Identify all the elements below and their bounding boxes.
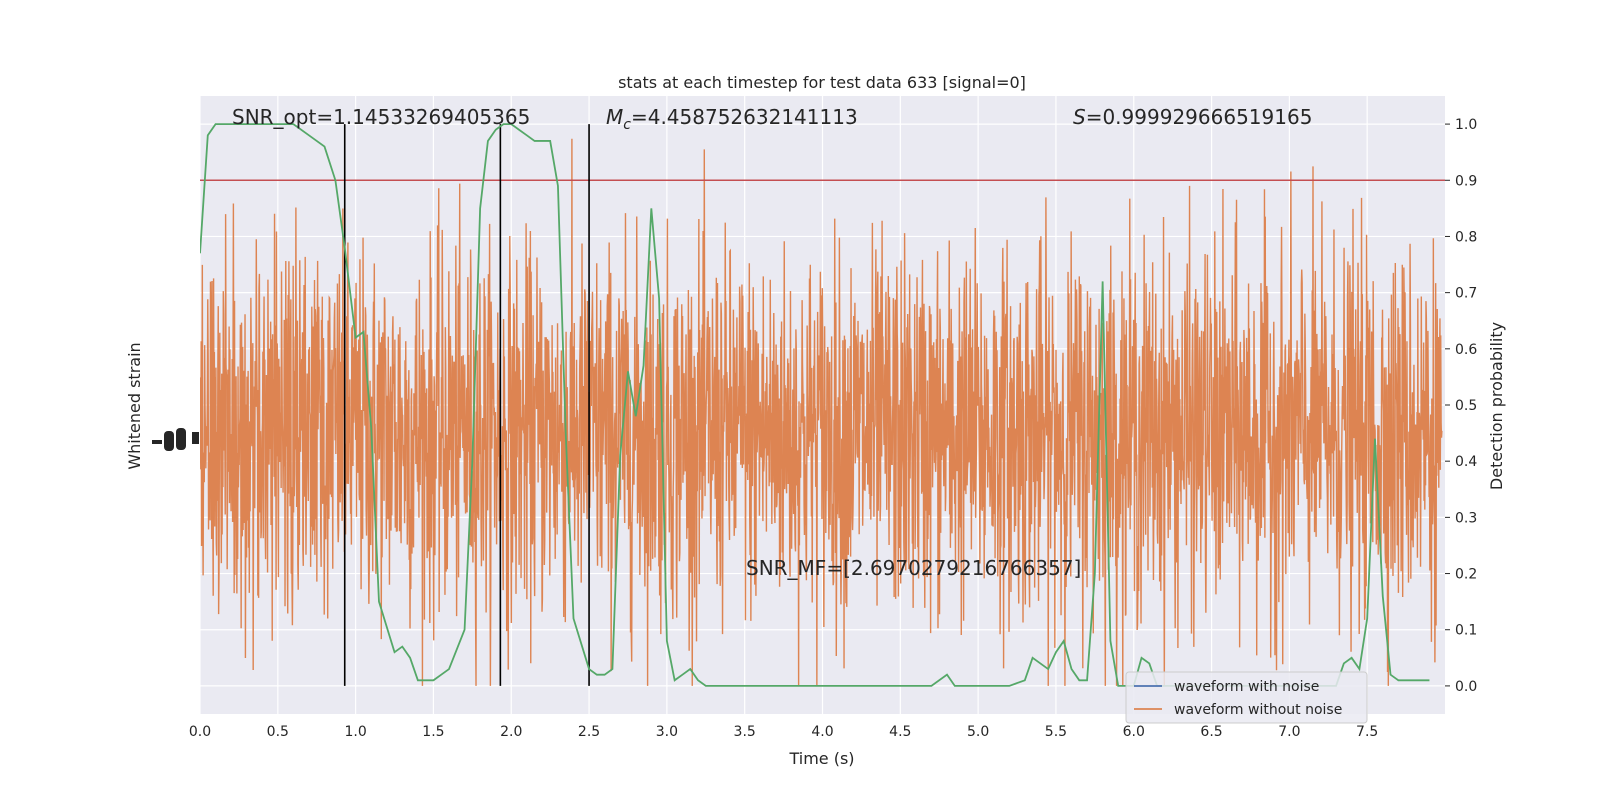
y-axis-ticks-right: 0.0 0.1 0.2 0.3 0.4 0.5 0.6 0.7 0.8 0.9 1.0 — [1445, 117, 1477, 695]
y-tick-label: 0.3 — [1455, 510, 1477, 526]
x-tick-label: 3.0 — [656, 724, 678, 740]
legend: waveform with noise waveform without noi… — [1125, 671, 1368, 724]
x-tick-label: 7.0 — [1278, 724, 1300, 740]
x-tick-label: 6.0 — [1123, 724, 1145, 740]
x-tick-label: 5.0 — [967, 724, 989, 740]
chirp-mass-annotation: Mc=4.458752632141113 — [606, 105, 858, 133]
x-tick-label: 2.0 — [500, 724, 522, 740]
y-tick-label: 0.0 — [1455, 679, 1477, 695]
x-tick-label: 7.5 — [1356, 724, 1378, 740]
x-tick-label: 1.5 — [422, 724, 444, 740]
x-tick-label: 6.5 — [1200, 724, 1222, 740]
y-tick-label: 0.1 — [1455, 623, 1477, 639]
chirp-mass-value: =4.458752632141113 — [631, 105, 858, 129]
x-axis-ticks: 0.0 0.5 1.0 1.5 2.0 2.5 3.0 3.5 4.0 4.5 5.0 5.5 6.0 6… — [189, 724, 1378, 740]
x-tick-label: 0.0 — [189, 724, 211, 740]
y-tick-label: 0.8 — [1455, 229, 1477, 245]
legend-label-without-noise: waveform without noise — [1174, 702, 1342, 718]
x-tick-label: 0.5 — [267, 724, 289, 740]
x-axis-label: Time (s) — [788, 749, 854, 768]
strain-series — [200, 138, 1443, 686]
y-tick-label: 0.5 — [1455, 398, 1477, 414]
left-axis-tick-cluster — [152, 428, 199, 451]
legend-label-noise: waveform with noise — [1174, 679, 1319, 695]
snr-mf-annotation: SNR_MF=[2.6970279216766357] — [746, 556, 1081, 580]
x-tick-label: 2.5 — [578, 724, 600, 740]
y-tick-label: 1.0 — [1455, 117, 1477, 133]
chirp-mass-symbol: M — [606, 105, 623, 129]
x-tick-label: 4.5 — [889, 724, 911, 740]
y-tick-label: 0.2 — [1455, 567, 1477, 583]
x-tick-label: 3.5 — [734, 724, 756, 740]
score-symbol: S — [1073, 105, 1086, 129]
x-tick-label: 1.0 — [344, 724, 366, 740]
score-annotation: S=0.999929666519165 — [1073, 105, 1312, 129]
strain-line-without-noise — [200, 138, 1443, 686]
vertical-markers — [343, 124, 590, 686]
snr-opt-annotation: SNR_opt=1.14533269405365 — [232, 105, 530, 129]
y-axis-label-right: Detection probability — [1487, 322, 1506, 490]
y-tick-label: 0.6 — [1455, 342, 1477, 358]
y-tick-label: 0.7 — [1455, 286, 1477, 302]
y-tick-label: 0.9 — [1455, 173, 1477, 189]
x-tick-label: 5.5 — [1045, 724, 1067, 740]
x-tick-label: 4.0 — [811, 724, 833, 740]
y-axis-label-left: Whitened strain — [125, 342, 144, 469]
legend-box — [1125, 671, 1368, 724]
score-value: =0.999929666519165 — [1086, 105, 1313, 129]
chirp-mass-subscript: c — [623, 117, 631, 133]
y-tick-label: 0.4 — [1455, 454, 1477, 470]
chart-title: stats at each timestep for test data 633… — [618, 73, 1026, 92]
